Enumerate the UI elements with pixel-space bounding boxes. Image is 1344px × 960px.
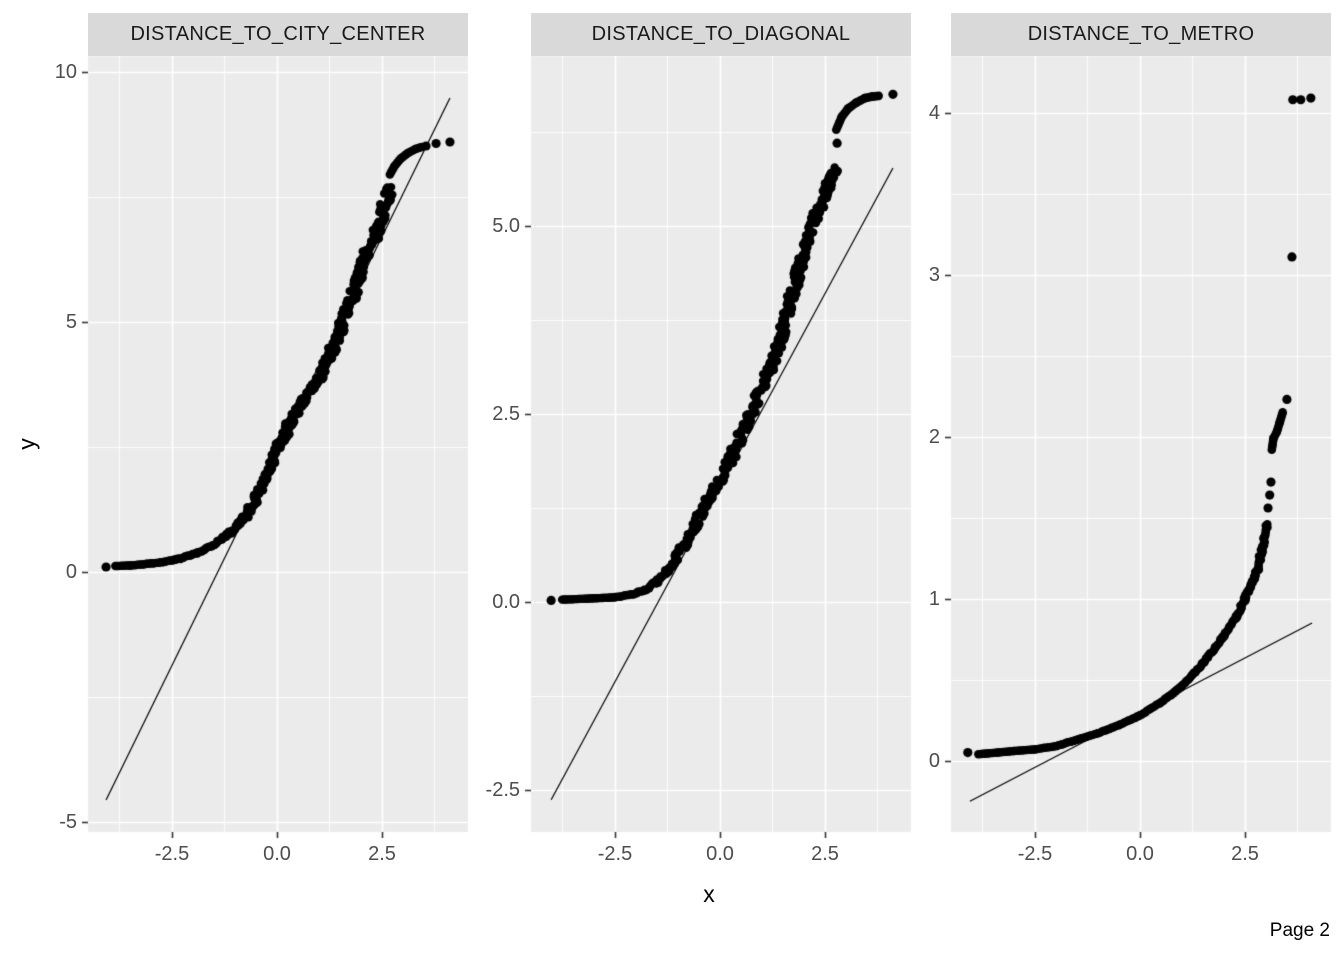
facet-strip-distance-to-metro: DISTANCE_TO_METRO [951,13,1331,56]
y-tick-label: 0 [928,750,940,772]
y-tick-label: 5.0 [492,215,520,237]
facet-title: DISTANCE_TO_DIAGONAL [591,23,851,45]
y-tick-label: 2.5 [492,403,520,425]
page-label: Page 2 [1269,920,1330,941]
x-tick-label: -2.5 [1017,843,1053,865]
x-tick-label: 2.5 [1231,843,1259,865]
x-axis-title: x [703,881,715,907]
facet-title: DISTANCE_TO_METRO [1027,23,1255,45]
facet-strip-distance-to-city-center: DISTANCE_TO_CITY_CENTER [88,13,468,56]
y-tick-label: 1 [928,588,940,610]
x-tick-label: 0.0 [706,843,734,865]
x-tick-label: 0.0 [1126,843,1154,865]
y-tick-label: 10 [54,61,77,83]
facet-strip-distance-to-diagonal: DISTANCE_TO_DIAGONAL [531,13,911,56]
y-tick-label: 2 [928,426,940,448]
y-tick-label: 5 [65,311,77,333]
y-tick-label: 0.0 [492,591,520,613]
y-tick-label: -2.5 [485,779,520,801]
facet-title: DISTANCE_TO_CITY_CENTER [130,23,426,45]
y-tick-label: 4 [928,102,940,124]
y-tick-label: -5 [59,811,77,833]
x-tick-label: -2.5 [597,843,633,865]
x-tick-label: 2.5 [368,843,396,865]
x-tick-label: 0.0 [263,843,291,865]
y-axis-title: y [13,438,40,450]
x-tick-label: 2.5 [811,843,839,865]
y-tick-label: 0 [65,561,77,583]
y-tick-label: 3 [928,264,940,286]
x-tick-label: -2.5 [154,843,190,865]
